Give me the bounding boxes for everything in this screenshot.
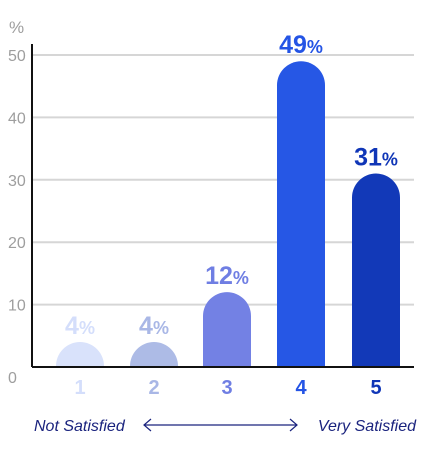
bar-value-label: 4%: [65, 312, 95, 340]
x-category-label: 1: [74, 377, 85, 399]
scale-right-label: Very Satisfied: [318, 418, 417, 435]
x-category-label: 2: [148, 377, 159, 399]
bar-value-label: 4%: [139, 312, 169, 340]
y-tick-label: 20: [8, 235, 26, 252]
bar: [352, 173, 400, 367]
y-tick-label: 50: [8, 48, 26, 65]
x-category-label: 4: [295, 377, 307, 399]
bar: [130, 342, 178, 367]
x-category-label: 5: [370, 377, 381, 399]
y-tick-label: 40: [8, 110, 26, 127]
y-tick-label: 30: [8, 173, 26, 190]
y-tick-label: 10: [8, 298, 26, 315]
y-axis-unit-label: %: [9, 18, 24, 37]
x-axis-category-labels: 1 2 3 4 5: [74, 377, 381, 399]
bar-value-labels: 4% 4% 12% 49% 31%: [65, 31, 398, 340]
bar-value-label: 12%: [205, 262, 249, 290]
bar-value-label: 31%: [354, 144, 398, 172]
bar-value-label: 49%: [279, 31, 323, 59]
gridlines: [32, 54, 414, 306]
y-tick-label: 0: [8, 370, 17, 387]
bar: [203, 292, 251, 367]
bar: [56, 342, 104, 367]
scale-left-label: Not Satisfied: [34, 418, 126, 435]
x-category-label: 3: [221, 377, 232, 399]
bars: [56, 61, 400, 368]
y-axis-ticks: 0 10 20 30 40 50: [8, 48, 26, 387]
bar: [277, 61, 325, 368]
double-arrow-icon: [143, 418, 298, 432]
